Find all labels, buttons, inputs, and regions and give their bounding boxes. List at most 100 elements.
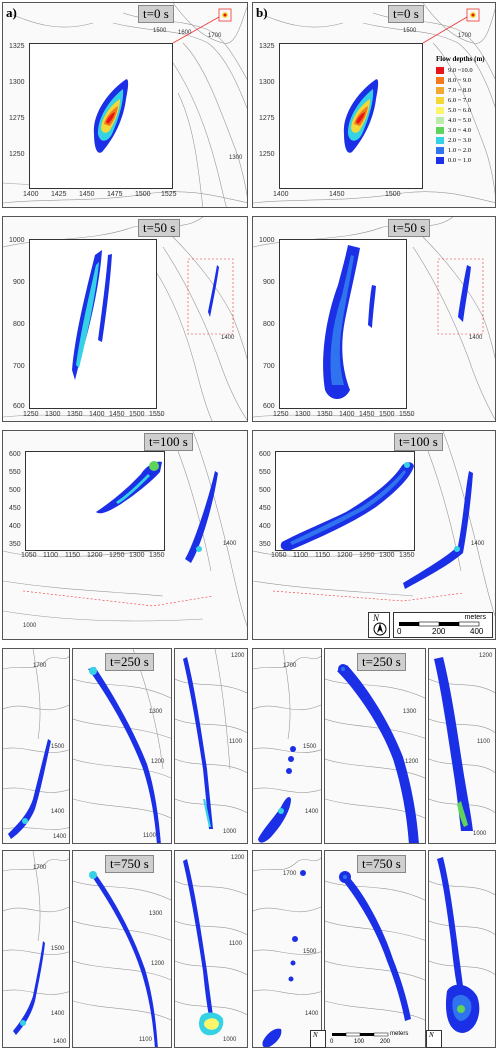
contour-label: 1000	[223, 829, 237, 835]
x-tick: 1300	[295, 411, 311, 418]
flow-depth-legend: Flow depths (m) 9.0 ~10.0 8.0 ~ 9.0 7.0 ~ …	[436, 55, 496, 165]
contour-label: 1500	[51, 946, 65, 952]
x-tick: 1300	[129, 552, 145, 559]
compass-icon	[373, 622, 387, 636]
y-tick: 600	[259, 451, 271, 458]
y-tick: 600	[13, 403, 25, 410]
flow-depth-shape	[323, 245, 376, 399]
inset-plot-t0	[29, 43, 173, 189]
legend-entry: 4.0 ~ 5.0	[436, 115, 496, 125]
strip-b-t750-2: t=750 s	[324, 850, 426, 1048]
legend-label: 3.0 ~ 4.0	[448, 126, 472, 134]
strip-b-t250-1: 1700 1500 1400	[252, 648, 322, 844]
x-tick: 1425	[51, 191, 67, 198]
north-label: N	[429, 1031, 434, 1039]
contour-label: 1300	[403, 709, 417, 715]
strip-b-t250-2: t=250 s 1300 1200	[324, 648, 426, 844]
y-tick: 450	[9, 505, 21, 512]
strip-b-t750-1: 1700 1500 1400	[252, 850, 322, 1048]
time-tag: t=50 s	[388, 219, 431, 237]
y-tick: 1300	[259, 79, 275, 86]
y-tick: 1000	[9, 237, 25, 244]
contour-map	[253, 649, 321, 843]
x-tick: 1550	[399, 411, 415, 418]
legend-entry: 9.0 ~10.0	[436, 65, 496, 75]
contour-label: 1000	[223, 1037, 237, 1043]
inset-plot-t50	[29, 239, 157, 409]
legend-entry: 0.0 ~ 1.0	[436, 155, 496, 165]
time-tag: t=750 s	[105, 855, 154, 873]
contour-label: 1700	[33, 865, 47, 871]
y-tick: 800	[13, 321, 25, 328]
x-tick: 1400	[23, 191, 39, 198]
flow-depth-shape	[72, 250, 112, 380]
inset-plot-t100	[275, 451, 415, 551]
legend-label: 5.0 ~ 6.0	[448, 106, 472, 114]
legend-label: 0.0 ~ 1.0	[448, 156, 472, 164]
x-tick: 1450	[79, 191, 95, 198]
contour-label: 1200	[231, 653, 245, 659]
column-label-b: b)	[256, 5, 268, 20]
contour-map	[325, 664, 425, 843]
mini-scale-label: 100	[354, 1039, 365, 1045]
contour-map	[175, 859, 247, 1036]
contour-label: 1300	[149, 709, 163, 715]
x-tick: 1350	[149, 552, 165, 559]
strip-a-t750-1: 1700 1500 1400 1400	[2, 850, 70, 1048]
scale-bar: meters 0 200 400	[393, 612, 493, 638]
north-label: N	[313, 1031, 318, 1039]
x-tick: 1550	[149, 411, 165, 418]
contour-label: 1200	[151, 961, 165, 967]
mini-scale-bar: meters 0 100 200	[330, 1031, 420, 1047]
contour-map	[175, 649, 247, 829]
contour-label: 1000	[23, 623, 37, 629]
x-tick: 1475	[107, 191, 123, 198]
x-tick: 1500	[129, 411, 145, 418]
scale-label: 400	[470, 627, 484, 636]
flow-depth-shape	[280, 462, 414, 551]
y-tick: 1275	[259, 115, 275, 122]
contour-map	[253, 857, 321, 1047]
y-tick: 900	[13, 279, 25, 286]
panel-a-t50: t=50 s 1400 1000 900 800 700 600 1250 13…	[2, 216, 248, 422]
legend-swatch	[436, 116, 444, 124]
contour-label: 1200	[231, 855, 245, 861]
scale-units: meters	[464, 614, 486, 621]
y-tick: 1300	[9, 79, 25, 86]
contour-label: 1400	[305, 1011, 319, 1017]
y-tick: 500	[9, 487, 21, 494]
contour-map	[3, 851, 69, 1035]
contour-label: 1300	[229, 155, 243, 161]
legend-swatch	[436, 106, 444, 114]
legend-entry: 5.0 ~ 6.0	[436, 105, 496, 115]
x-tick: 1200	[337, 552, 353, 559]
strip-b-t250-3: 1200 1100 1000	[428, 648, 496, 844]
x-tick: 1350	[399, 552, 415, 559]
legend-entry: 3.0 ~ 4.0	[436, 125, 496, 135]
y-tick: 550	[9, 469, 21, 476]
contour-label: 1400	[51, 1011, 65, 1017]
legend-entry: 2.0 ~ 3.0	[436, 135, 496, 145]
x-tick: 1400	[89, 411, 105, 418]
y-tick: 800	[263, 321, 275, 328]
contour-label: 1400	[53, 1039, 67, 1045]
contour-label: 1700	[208, 33, 222, 39]
contour-label: 1200	[405, 759, 419, 765]
flow-depth-shape	[96, 461, 162, 514]
mini-scale-graphic	[332, 1032, 389, 1037]
contour-label: 1100	[143, 833, 156, 839]
time-tag: t=750 s	[357, 855, 406, 873]
north-arrow-small: N	[310, 1030, 326, 1048]
time-tag: t=100 s	[144, 433, 193, 451]
x-tick: 1050	[21, 552, 37, 559]
x-tick: 1400	[339, 411, 355, 418]
contour-map	[3, 431, 247, 627]
legend-swatch	[436, 76, 444, 84]
legend-swatch	[436, 146, 444, 154]
y-tick: 1250	[9, 151, 25, 158]
strip-b-t750-3	[428, 850, 496, 1048]
flow-depth-shape	[343, 79, 379, 153]
legend-entry: 6.0 ~ 7.0	[436, 95, 496, 105]
strip-a-t250-3: 1200 1100 1000	[174, 648, 248, 844]
x-tick: 1150	[315, 552, 331, 559]
